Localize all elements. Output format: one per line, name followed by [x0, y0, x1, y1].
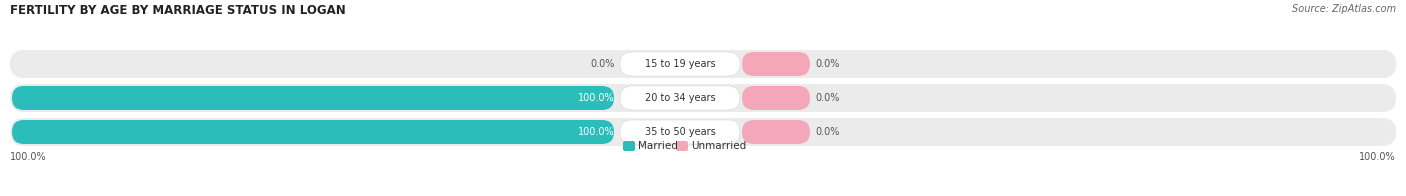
Text: 20 to 34 years: 20 to 34 years — [645, 93, 716, 103]
FancyBboxPatch shape — [742, 86, 810, 110]
Text: 35 to 50 years: 35 to 50 years — [644, 127, 716, 137]
Text: 0.0%: 0.0% — [815, 93, 839, 103]
FancyBboxPatch shape — [620, 120, 740, 144]
FancyBboxPatch shape — [13, 120, 614, 144]
Text: Source: ZipAtlas.com: Source: ZipAtlas.com — [1292, 4, 1396, 14]
FancyBboxPatch shape — [10, 50, 1396, 78]
FancyBboxPatch shape — [620, 86, 740, 110]
FancyBboxPatch shape — [620, 52, 740, 76]
FancyBboxPatch shape — [676, 141, 688, 151]
Text: Married: Married — [638, 141, 678, 151]
Text: 100.0%: 100.0% — [578, 93, 614, 103]
Text: 0.0%: 0.0% — [815, 59, 839, 69]
Text: Unmarried: Unmarried — [690, 141, 747, 151]
FancyBboxPatch shape — [623, 141, 636, 151]
Text: 15 to 19 years: 15 to 19 years — [645, 59, 716, 69]
Text: 100.0%: 100.0% — [578, 127, 614, 137]
Text: FERTILITY BY AGE BY MARRIAGE STATUS IN LOGAN: FERTILITY BY AGE BY MARRIAGE STATUS IN L… — [10, 4, 346, 17]
Text: 100.0%: 100.0% — [1360, 152, 1396, 162]
FancyBboxPatch shape — [742, 52, 810, 76]
FancyBboxPatch shape — [10, 118, 1396, 146]
Text: 100.0%: 100.0% — [10, 152, 46, 162]
Text: 0.0%: 0.0% — [815, 127, 839, 137]
FancyBboxPatch shape — [10, 84, 1396, 112]
FancyBboxPatch shape — [13, 86, 614, 110]
FancyBboxPatch shape — [742, 120, 810, 144]
Text: 0.0%: 0.0% — [591, 59, 614, 69]
